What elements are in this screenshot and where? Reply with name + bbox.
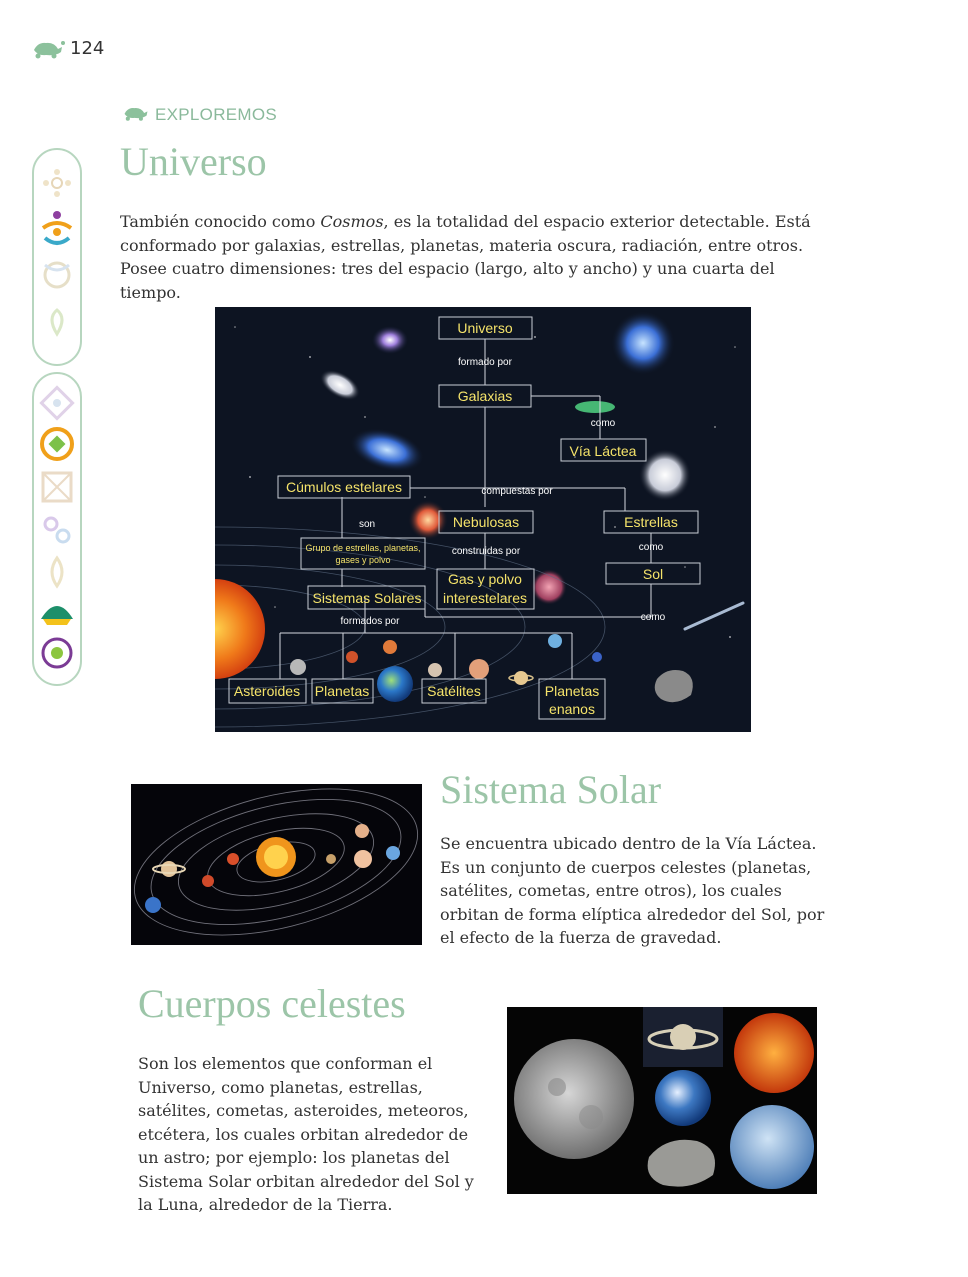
saturn-image (514, 671, 528, 685)
solar-system-image (131, 784, 422, 945)
sistema-solar-title: Sistema Solar (440, 767, 662, 812)
node-grupo-line1: Grupo de estrellas, planetas, (305, 543, 420, 553)
sun-photo (734, 1013, 814, 1093)
intro-text-end: , es la totalidad del espacio exterior d… (120, 212, 811, 302)
link-como-1: como (591, 418, 616, 429)
turtle-logo-icon (34, 41, 65, 59)
link-como-2: como (639, 542, 664, 553)
node-asteroides: Asteroides (234, 683, 300, 699)
nebula-blue-image (611, 311, 675, 375)
nebula-image (408, 500, 448, 540)
earth-image (377, 666, 413, 702)
node-universo: Universo (457, 320, 512, 336)
page-title: Universo (120, 139, 267, 184)
link-formados-por: formados por (341, 616, 401, 627)
neptune-photo (730, 1105, 814, 1189)
node-sistemas-solares: Sistemas Solares (313, 590, 422, 606)
cuerpos-celestes-paragraph: Son los elementos que conforman el Unive… (138, 1054, 474, 1214)
venus-image (383, 640, 397, 654)
node-satelites: Satélites (427, 683, 481, 699)
cross-box-icon (41, 471, 73, 503)
flower-icon (43, 169, 71, 197)
sidebar-group-b (32, 372, 82, 686)
node-nebulosas: Nebulosas (453, 514, 519, 530)
mercury-image (290, 659, 306, 675)
node-via-lactea: Vía Láctea (570, 443, 637, 459)
link-compuestas-por: compuestas por (481, 486, 553, 497)
universe-concept-map: Universo Galaxias Vía Láctea Cúmulos est… (215, 307, 751, 732)
ring-diamond-icon (40, 427, 74, 461)
leaf-person-icon (50, 308, 64, 337)
knot-icon (43, 516, 71, 544)
node-estrellas: Estrellas (624, 514, 678, 530)
dome-icon (41, 606, 73, 625)
earth-photo (655, 1070, 711, 1126)
node-planetas: Planetas (315, 683, 369, 699)
link-construidas-por: construidas por (452, 546, 521, 557)
sun-image (215, 579, 265, 679)
people-circle-icon (41, 211, 73, 245)
node-grupo-line2: gases y polvo (335, 555, 390, 565)
link-como-3: como (641, 612, 666, 623)
turtle-logo-icon (124, 107, 148, 121)
neptune-image (592, 652, 602, 662)
intro-paragraph: También conocido como Cosmos, es la tota… (120, 210, 840, 304)
intro-text-italic: Cosmos (320, 212, 384, 231)
node-planetas-enanos-line1: Planetas (545, 683, 599, 699)
comet-image (683, 601, 745, 631)
galaxy-image (320, 369, 360, 401)
milky-way-image (575, 401, 615, 413)
page-number: 124 (70, 38, 105, 59)
node-sol: Sol (643, 566, 663, 582)
uranus-image (548, 634, 562, 648)
concept-boxes (228, 316, 701, 720)
moon-image (514, 1039, 634, 1159)
figures-icon (43, 261, 71, 289)
diamond-icon (39, 385, 75, 421)
link-formado-por: formado por (458, 357, 513, 368)
intro-text-start: También conocido como (120, 212, 321, 231)
page-header-logo (30, 38, 66, 60)
asteroid-image (654, 670, 693, 703)
stars-decoration (234, 326, 736, 638)
asteroid-photo (647, 1139, 715, 1187)
sistema-solar-paragraph: Se encuentra ubicado dentro de la Vía Lá… (440, 834, 825, 947)
section-logo (120, 104, 152, 122)
jupiter-image (469, 659, 489, 679)
mars-image (346, 651, 358, 663)
connector-lines (279, 339, 652, 679)
node-gas-line1: Gas y polvo (448, 571, 522, 587)
celestial-bodies-collage (507, 1007, 817, 1194)
lotus-icon (50, 555, 64, 589)
node-planetas-enanos-line2: enanos (549, 701, 595, 717)
link-son: son (359, 519, 375, 530)
cuerpos-celestes-title: Cuerpos celestes (138, 981, 406, 1026)
spiral-galaxy-image (372, 326, 408, 354)
nebula-pink-image (531, 569, 567, 605)
elliptical-galaxy-image (639, 449, 691, 501)
node-gas-line2: interestelares (443, 590, 527, 606)
splash-ring-icon (41, 637, 73, 669)
node-galaxias: Galaxias (458, 388, 512, 404)
node-cumulos-estelares: Cúmulos estelares (286, 479, 402, 495)
sidebar-group-a (32, 148, 82, 366)
moon-image (428, 663, 442, 677)
spiral-galaxy-blue-image (349, 428, 425, 472)
section-label: EXPLOREMOS (155, 105, 278, 124)
